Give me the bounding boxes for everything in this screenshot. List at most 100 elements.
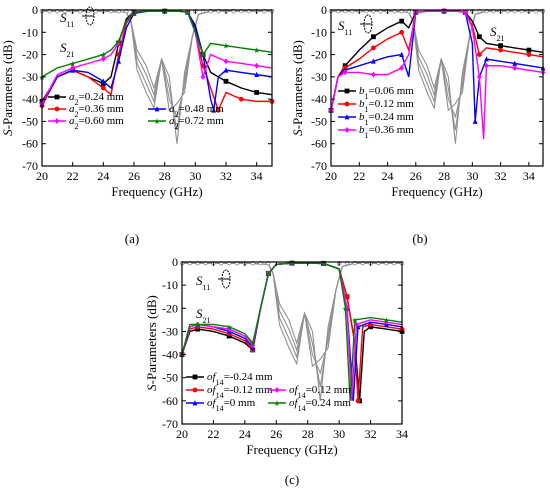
data-point: [254, 62, 260, 69]
legend-entry: a2=0.24 mm: [48, 91, 124, 107]
y-axis-label: S-Parameters (dB): [144, 295, 159, 391]
data-point: [383, 319, 389, 326]
x-tick-label: 30: [189, 169, 201, 183]
legend-label: a2=0.60 mm: [69, 115, 124, 131]
y-tick-label: -10: [162, 278, 178, 292]
caption-a: (a): [125, 231, 139, 246]
legend-entry: of14=0 mm: [186, 397, 256, 413]
y-tick-label: -20: [311, 48, 327, 62]
data-point: ★: [342, 304, 349, 313]
y-tick-label: 0: [321, 3, 327, 17]
data-point: ★: [222, 42, 229, 51]
caption-b: (b): [412, 231, 427, 246]
y-tick-label: -20: [162, 301, 178, 315]
data-point: ★: [194, 320, 201, 329]
x-tick-label: 22: [67, 169, 79, 183]
x-tick-label: 30: [466, 169, 478, 183]
data-point: ★: [115, 37, 122, 46]
x-axis-label: Frequency (GHz): [391, 184, 482, 199]
x-tick-label: 22: [207, 427, 219, 441]
legend-label: b1=0.12 mm: [359, 98, 414, 114]
y-axis-label: S-Parameters (dB): [0, 40, 15, 136]
y-tick-label: -30: [22, 70, 38, 84]
data-point: [342, 69, 348, 76]
x-tick-label: 20: [176, 427, 188, 441]
legend-marker: [344, 88, 350, 94]
data-point: [70, 64, 76, 71]
data-point: [223, 67, 229, 73]
data-point: [498, 47, 503, 53]
legend-label: a2=0.48 mm: [169, 103, 224, 119]
data-point: [200, 73, 206, 80]
legend-marker: [154, 106, 160, 112]
y-tick-label: -50: [162, 371, 178, 385]
x-tick-label: 20: [325, 169, 337, 183]
legend-label: a2=0.72 mm: [169, 115, 224, 131]
data-point: ★: [100, 51, 107, 60]
series-line: [181, 262, 403, 401]
legend-entry: b1=0.36 mm: [338, 124, 414, 140]
s11-curve: [42, 10, 272, 112]
data-point: [512, 64, 518, 71]
y-tick-label: 0: [32, 3, 38, 17]
legend-marker: [192, 374, 198, 380]
annotation-s11: S11: [196, 273, 210, 292]
data-point: [477, 52, 482, 57]
data-point: [344, 305, 350, 312]
x-tick-label: 28: [438, 169, 450, 183]
data-point: [484, 62, 489, 69]
y-tick-label: -40: [22, 92, 38, 106]
plot-frame: [181, 261, 403, 425]
legend-label: a2=0.36 mm: [69, 103, 124, 119]
data-point: [100, 85, 106, 91]
x-tick-label: 32: [220, 169, 232, 183]
y-tick-label: -10: [22, 25, 38, 39]
annotation-s11: S11: [60, 10, 74, 29]
data-point: [399, 29, 405, 35]
data-point: ★: [226, 323, 233, 332]
data-point: [100, 78, 106, 84]
x-tick-label: 28: [302, 427, 314, 441]
legend-marker: [344, 101, 350, 107]
y-tick-label: -70: [311, 159, 327, 173]
data-point: ★: [253, 46, 260, 55]
data-point: [100, 56, 106, 63]
legend-label: b1=0.24 mm: [359, 111, 414, 127]
x-tick-label: 30: [333, 427, 345, 441]
legend-label: of14=0.12 mm: [289, 384, 351, 400]
data-point: ★: [320, 259, 327, 268]
legend-label: of14=-0.24 mm: [207, 371, 273, 387]
y-axis-label: S-Parameters (dB): [290, 40, 305, 136]
plot-frame: [330, 9, 544, 167]
legend-marker: ★: [273, 399, 280, 408]
data-point: [250, 342, 256, 349]
data-point: [371, 71, 376, 78]
x-tick-label: 26: [410, 169, 422, 183]
x-tick-label: 26: [270, 427, 282, 441]
legend-entry: b1=0.24 mm: [338, 111, 414, 127]
data-point: [526, 47, 532, 53]
y-tick-label: -20: [22, 48, 38, 62]
x-tick-label: 34: [523, 169, 535, 183]
x-tick-label: 34: [396, 427, 408, 441]
data-point: [254, 90, 260, 95]
data-point: [399, 64, 405, 71]
y-tick-label: -50: [22, 114, 38, 128]
data-point: ★: [288, 259, 295, 268]
legend-entry: a2=0.36 mm: [48, 103, 124, 119]
legend-marker: [274, 387, 280, 393]
data-point: [462, 9, 468, 16]
y-tick-label: -60: [162, 394, 178, 408]
data-point: [371, 34, 376, 40]
legend-marker: [54, 118, 60, 124]
data-point: [371, 45, 376, 51]
data-point: [371, 58, 376, 64]
plot-frame: [41, 9, 273, 167]
data-point: [344, 294, 350, 300]
y-tick-label: -30: [311, 70, 327, 84]
legend-entry: of14=-0.24 mm: [186, 371, 273, 387]
x-axis-label: Frequency (GHz): [246, 442, 337, 457]
chart-panel-a: ★★★★★★★★★★20222426283032340-10-20-30-40-…: [0, 3, 275, 199]
y-tick-label: 0: [172, 255, 178, 269]
